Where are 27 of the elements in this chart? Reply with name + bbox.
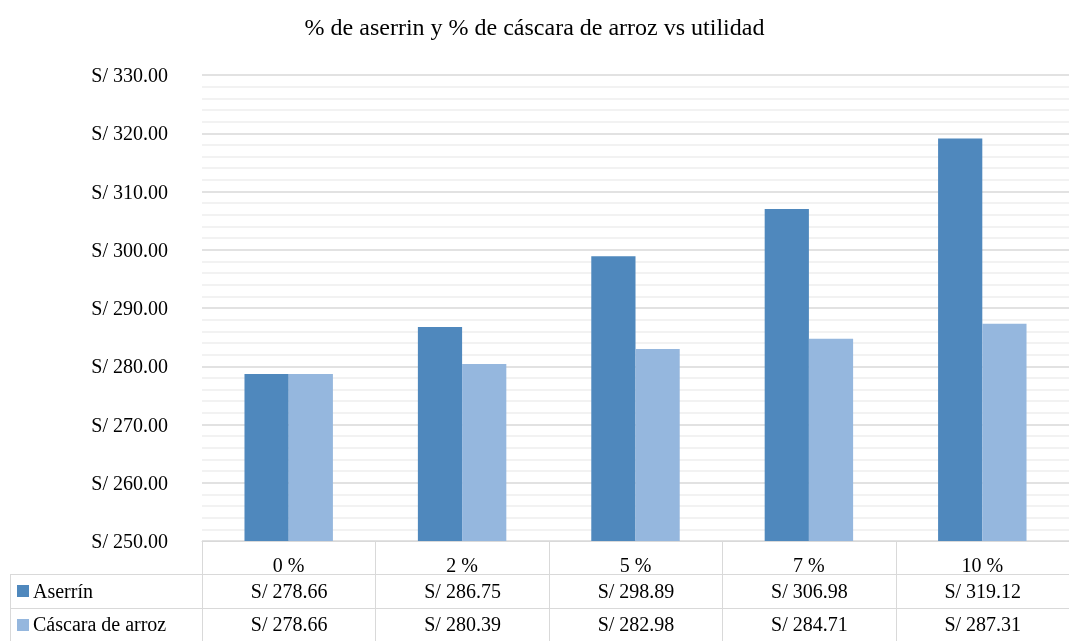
legend-label: Aserrín <box>33 579 93 603</box>
y-tick-label: S/ 270.00 <box>91 413 168 436</box>
y-tick-label: S/ 250.00 <box>91 530 168 552</box>
data-label: S/ 319.12 <box>895 574 1069 609</box>
x-tick-label: 10 % <box>961 554 1004 576</box>
data-label: S/ 306.98 <box>722 574 897 609</box>
data-label: S/ 278.66 <box>202 607 377 641</box>
y-tick-label: S/ 310.00 <box>91 180 168 203</box>
data-label: S/ 282.98 <box>548 607 724 641</box>
data-label: S/ 284.71 <box>722 607 897 641</box>
x-tick-label: 2 % <box>446 554 478 576</box>
data-label: S/ 287.31 <box>895 607 1069 641</box>
x-tick-label: 5 % <box>619 554 652 576</box>
data-label: S/ 298.89 <box>548 574 724 609</box>
y-tick-label: S/ 260.00 <box>91 471 168 494</box>
legend-label: Cáscara de arroz <box>33 613 167 637</box>
x-tick-label: 0 % <box>272 554 305 576</box>
data-label: S/ 286.75 <box>375 574 550 609</box>
y-tick-label: S/ 330.00 <box>91 64 168 86</box>
y-tick-label: S/ 290.00 <box>91 297 168 319</box>
y-tick-label: S/ 320.00 <box>91 122 168 145</box>
y-tick-label: S/ 280.00 <box>91 355 168 378</box>
chart-title: % de aserrin y % de cáscara de arroz vs utilidad <box>304 14 765 40</box>
x-tick-label: 7 % <box>793 554 825 576</box>
data-label: S/ 278.66 <box>202 574 377 609</box>
data-label: S/ 280.39 <box>375 607 550 641</box>
y-tick-label: S/ 300.00 <box>91 238 168 261</box>
